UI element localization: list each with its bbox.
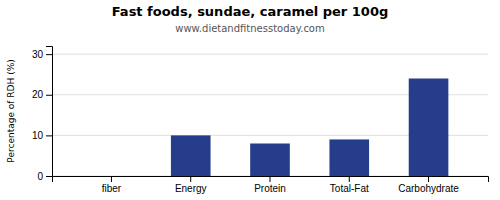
y-tick: 20 [32, 89, 52, 100]
x-tick: Carbohydrate [398, 176, 459, 194]
bar [250, 144, 290, 177]
y-tick-mark [46, 95, 52, 96]
bars [171, 79, 448, 177]
x-tick-label: Protein [254, 183, 286, 194]
x-axis-line [53, 177, 489, 183]
grid [52, 54, 488, 176]
subtitle: www.dietandfitnesstoday.com [175, 23, 324, 34]
y-axis: 0 10 20 30 [32, 47, 53, 182]
x-tick: fiber [102, 176, 122, 194]
y-tick-label: 30 [32, 49, 44, 60]
bar [92, 176, 132, 177]
x-tick-label: Carbohydrate [398, 183, 459, 194]
y-tick-label: 20 [32, 89, 44, 100]
grid-line [52, 54, 488, 55]
x-tick-mark [111, 176, 112, 182]
y-tick: 10 [32, 130, 52, 141]
x-tick: Protein [254, 176, 286, 194]
x-tick-mark [270, 176, 271, 182]
chart: Fast foods, sundae, caramel per 100g www.… [0, 0, 500, 200]
bar [171, 135, 211, 176]
y-tick-mark [46, 135, 52, 136]
x-tick-mark [349, 176, 350, 182]
plot: 0 10 20 30 fiber Energy Protein Total-Fat Carboh… [32, 47, 489, 195]
x-tick-label: Total-Fat [330, 183, 369, 194]
x-tick-mark [190, 176, 191, 182]
x-tick-mark [428, 176, 429, 182]
x-tick: Total-Fat [330, 176, 369, 194]
x-tick-label: Energy [175, 183, 207, 194]
y-tick-mark [46, 54, 52, 55]
y-tick-mark [46, 176, 52, 177]
x-axis: fiber Energy Protein Total-Fat Carbohydrate [53, 176, 489, 194]
y-tick: 30 [32, 49, 52, 60]
y-tick-label: 10 [32, 130, 44, 141]
bar [329, 139, 369, 176]
x-tick: Energy [175, 176, 207, 194]
y-tick: 0 [37, 171, 52, 182]
x-tick-label: fiber [102, 183, 122, 194]
title: Fast foods, sundae, caramel per 100g [112, 4, 389, 19]
bar [409, 79, 449, 177]
y-axis-title: Percentage of RDH (%) [6, 59, 16, 162]
y-axis-line [46, 47, 53, 177]
y-tick-label: 0 [37, 171, 43, 182]
